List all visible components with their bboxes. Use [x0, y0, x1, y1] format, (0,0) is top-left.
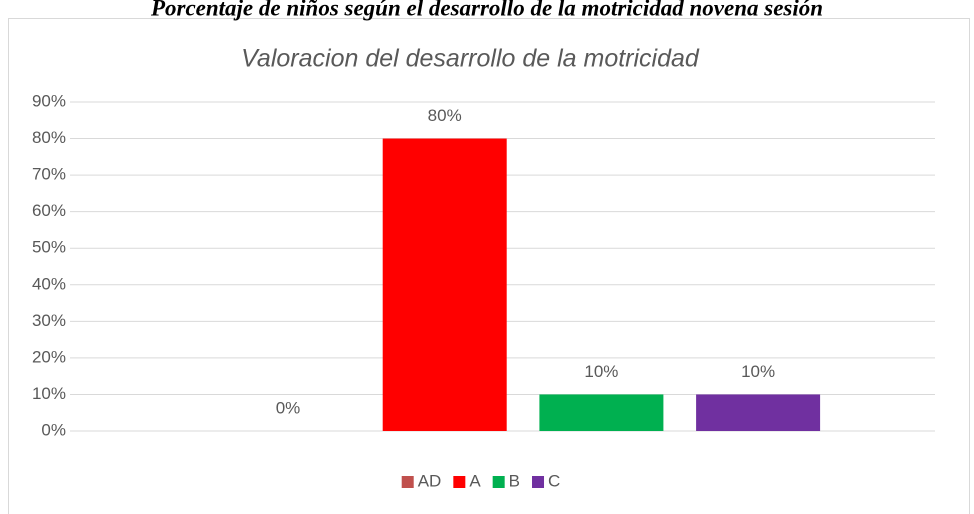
value-label: 80%: [428, 106, 462, 125]
legend-label: B: [509, 471, 520, 490]
bar: [382, 138, 507, 432]
y-tick-label: 0%: [41, 420, 66, 439]
legend-label: A: [469, 471, 481, 490]
y-tick-label: 90%: [32, 91, 66, 110]
y-tick-label: 60%: [32, 201, 66, 220]
legend-swatch: [492, 476, 505, 488]
value-label: 10%: [584, 362, 618, 381]
y-tick-label: 40%: [32, 274, 66, 293]
legend-swatch: [532, 476, 545, 488]
bar: [696, 394, 821, 431]
y-tick-label: 70%: [32, 165, 66, 184]
legend-swatch: [453, 476, 466, 488]
y-tick-label: 10%: [32, 384, 66, 403]
legend-label: C: [548, 471, 560, 490]
y-tick-label: 50%: [32, 238, 66, 257]
y-tick-label: 80%: [32, 128, 66, 147]
y-tick-label: 20%: [32, 347, 66, 366]
value-label: 10%: [741, 362, 775, 381]
value-label: 0%: [276, 398, 301, 417]
y-tick-label: 30%: [32, 311, 66, 330]
legend-swatch: [401, 476, 414, 488]
bar: [539, 394, 664, 431]
chart-title: Valoracion del desarrollo de la motricid…: [241, 45, 700, 73]
legend-label: AD: [418, 471, 442, 490]
heading: Porcentaje de niños según el desarrollo …: [150, 0, 823, 20]
